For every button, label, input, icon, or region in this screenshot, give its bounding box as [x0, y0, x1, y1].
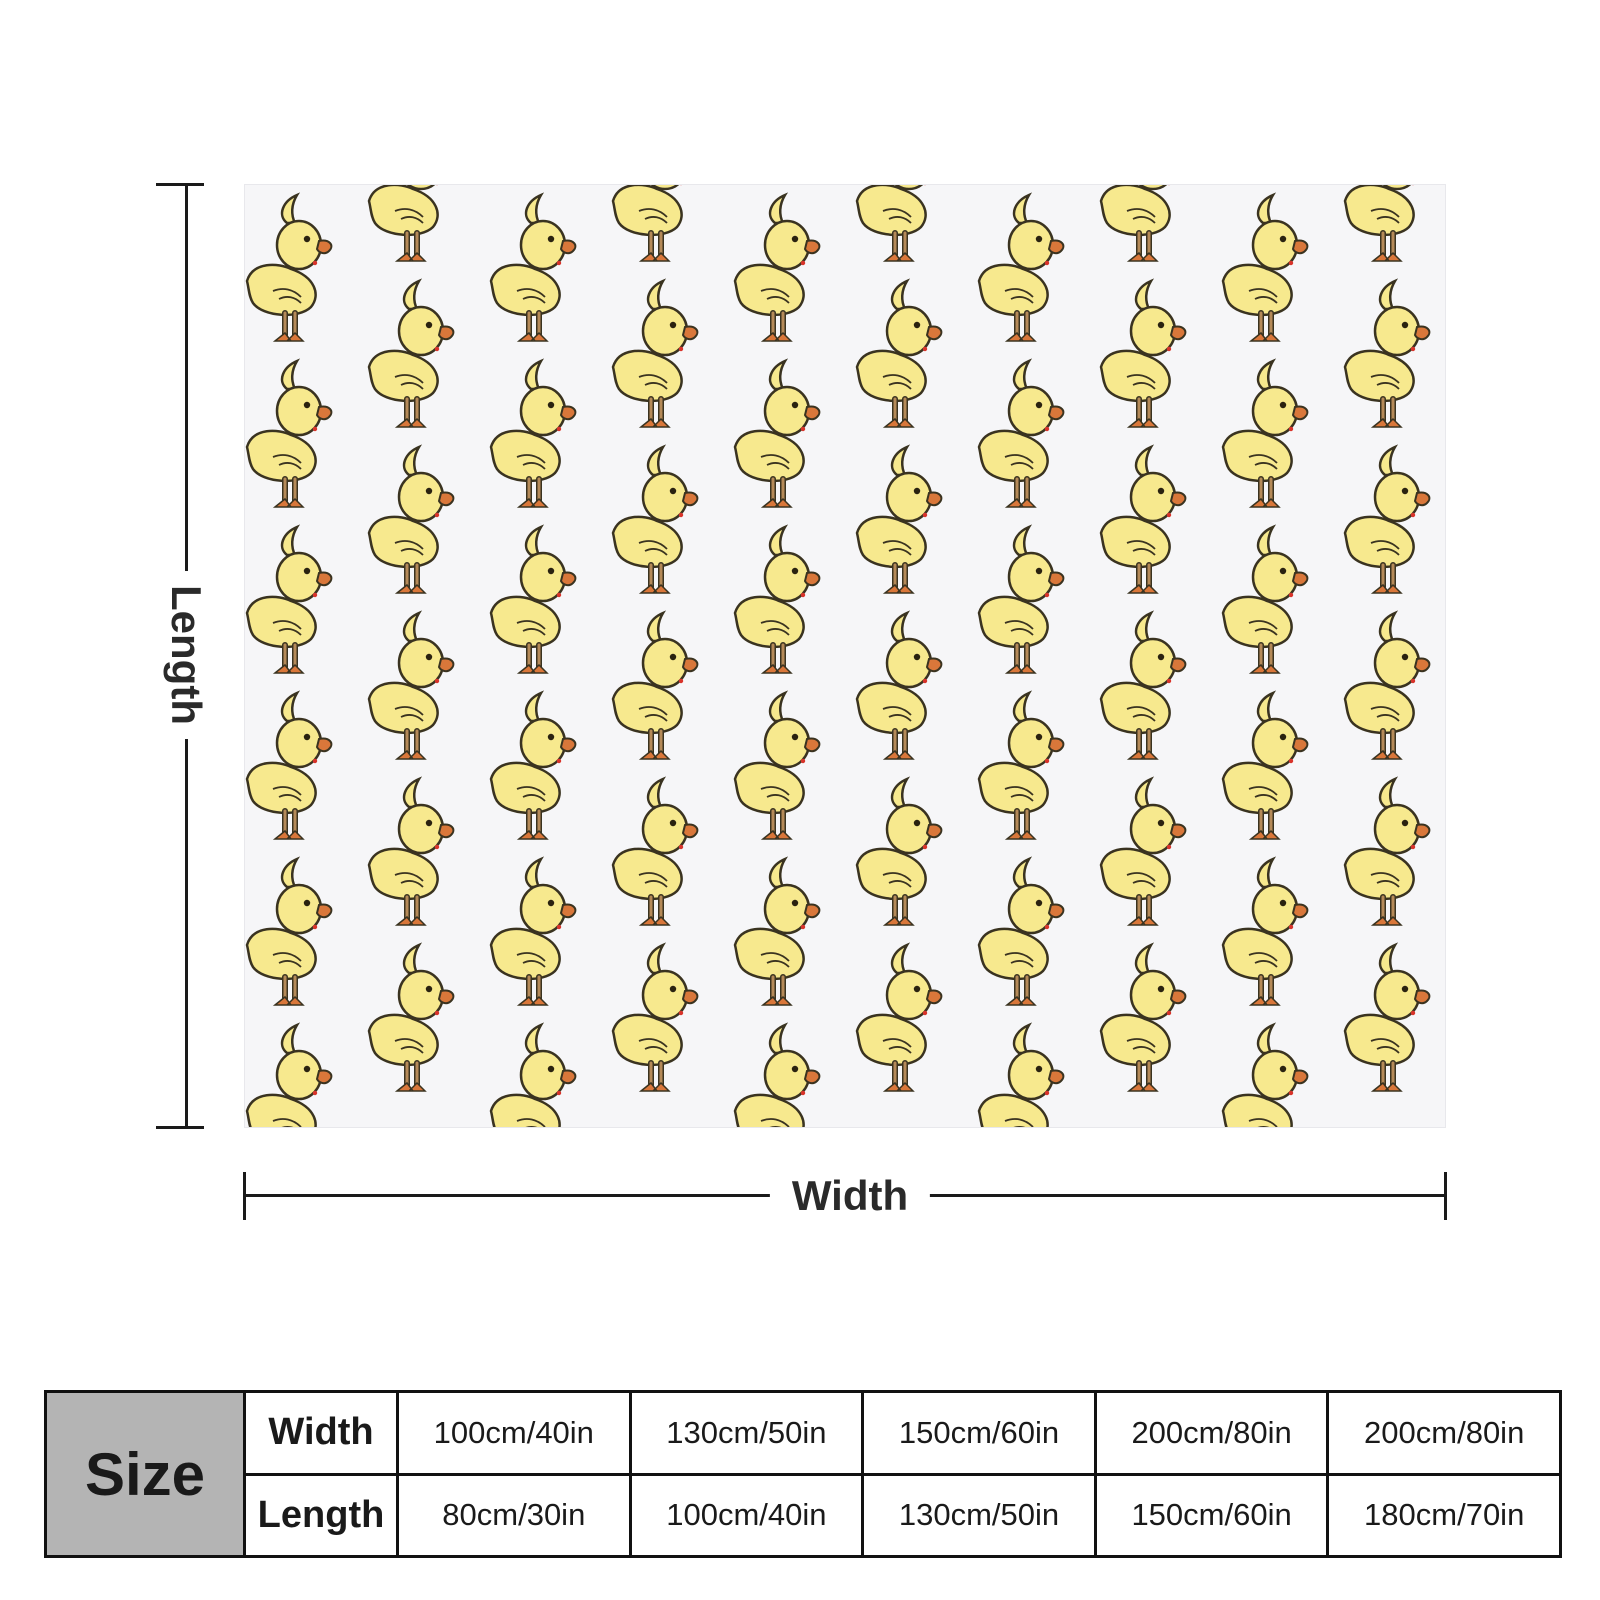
duckling-icon: [979, 527, 1063, 673]
width-left-tick: [243, 1172, 246, 1220]
length-label: Length: [163, 571, 210, 739]
duckling-icon: [1223, 527, 1307, 673]
duckling-icon: [613, 613, 697, 759]
duckling-icon: [1223, 195, 1307, 341]
table-cell: 150cm/60in: [861, 1390, 1097, 1476]
duckling-icon: [857, 779, 941, 925]
blanket-preview: [244, 184, 1446, 1128]
duckling-icon: [857, 613, 941, 759]
duckling-icon: [1101, 613, 1185, 759]
duckling-icon: [979, 361, 1063, 507]
duckling-icon: [491, 361, 575, 507]
duckling-icon: [369, 945, 453, 1091]
length-row-label: Length: [243, 1472, 399, 1558]
table-cell: 80cm/30in: [396, 1472, 632, 1558]
duckling-icon: [491, 527, 575, 673]
duckling-icon: [735, 859, 819, 1005]
duckling-icon: [735, 693, 819, 839]
table-cell: 100cm/40in: [396, 1390, 632, 1476]
duckling-icon: [369, 281, 453, 427]
duckling-icon: [979, 859, 1063, 1005]
width-right-tick: [1444, 1172, 1447, 1220]
duckling-icon: [979, 195, 1063, 341]
duckling-icon: [1345, 613, 1429, 759]
duckling-icon: [1223, 361, 1307, 507]
duckling-icon: [1101, 447, 1185, 593]
duckling-icon: [369, 779, 453, 925]
width-label: Width: [769, 1175, 931, 1217]
duckling-icon: [1101, 281, 1185, 427]
duckling-icon: [613, 779, 697, 925]
table-row-length: Length 80cm/30in 100cm/40in 130cm/50in 1…: [46, 1472, 1562, 1558]
duckling-icon: [735, 361, 819, 507]
table-cell: 200cm/80in: [1326, 1390, 1562, 1476]
table-cell: 200cm/80in: [1093, 1390, 1330, 1476]
duckling-icon: [247, 527, 331, 673]
duckling-icon: [1223, 1025, 1307, 1128]
duckling-icon: [491, 1025, 575, 1128]
duckling-icon: [1223, 693, 1307, 839]
duckling-icon: [1345, 945, 1429, 1091]
duckling-icon: [735, 527, 819, 673]
duckling-icon: [1345, 447, 1429, 593]
table-row-width: Size Width 100cm/40in 130cm/50in 150cm/6…: [44, 1390, 1562, 1558]
duckling-icon: [613, 945, 697, 1091]
duckling-icon: [735, 1025, 819, 1128]
length-top-tick: [156, 183, 204, 186]
duckling-icon: [735, 195, 819, 341]
table-cell: 180cm/70in: [1326, 1472, 1562, 1558]
size-header: Size: [44, 1390, 246, 1558]
duckling-icon: [1345, 779, 1429, 925]
duckling-icon: [1101, 945, 1185, 1091]
table-cell: 130cm/50in: [861, 1472, 1097, 1558]
duckling-icon: [613, 447, 697, 593]
duckling-icon: [857, 447, 941, 593]
duckling-icon: [247, 859, 331, 1005]
duckling-icon: [247, 195, 331, 341]
duckling-icon: [857, 281, 941, 427]
duckling-icon: [1345, 185, 1429, 261]
duckling-icon: [857, 185, 941, 261]
duckling-icon: [247, 361, 331, 507]
width-row-label: Width: [243, 1390, 399, 1476]
duckling-icon: [1223, 859, 1307, 1005]
size-table: Size Width 100cm/40in 130cm/50in 150cm/6…: [44, 1390, 1562, 1558]
table-cell: 100cm/40in: [628, 1472, 865, 1558]
duckling-icon: [613, 281, 697, 427]
duckling-icon: [491, 195, 575, 341]
duckling-icon: [369, 613, 453, 759]
duckling-icon: [491, 693, 575, 839]
duckling-icon: [491, 859, 575, 1005]
duckling-pattern: [245, 185, 1446, 1128]
duckling-icon: [857, 945, 941, 1091]
duckling-icon: [979, 1025, 1063, 1128]
duckling-icon: [369, 185, 453, 261]
duckling-icon: [369, 447, 453, 593]
duckling-icon: [247, 693, 331, 839]
duckling-icon: [613, 185, 697, 261]
duckling-icon: [247, 1025, 331, 1128]
table-cell: 150cm/60in: [1093, 1472, 1330, 1558]
length-bottom-tick: [156, 1126, 204, 1129]
duckling-icon: [1345, 281, 1429, 427]
duckling-icon: [1101, 185, 1185, 261]
duckling-icon: [1101, 779, 1185, 925]
table-cell: 130cm/50in: [628, 1390, 865, 1476]
duckling-icon: [979, 693, 1063, 839]
